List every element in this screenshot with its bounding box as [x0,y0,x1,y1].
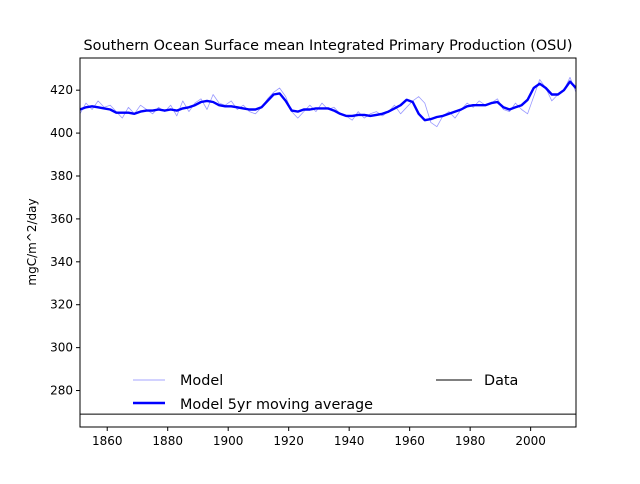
series-model-line [80,76,576,128]
y-tick-label: 360 [50,212,73,226]
x-tick-label: 1920 [273,434,304,448]
x-tick-label: 1980 [455,434,486,448]
y-axis-label: mgC/m^2/day [25,198,39,285]
series-layer [80,76,576,415]
legend-model-label: Model [180,373,223,389]
series-model-moving-average-line [80,80,576,122]
x-tick-label: 1860 [92,434,123,448]
y-tick-label: 320 [50,298,73,312]
y-tick-label: 420 [50,83,73,97]
x-tick-label: 1900 [213,434,244,448]
x-tick-label: 2000 [515,434,546,448]
legend-data-label: Data [484,373,518,389]
y-tick-label: 340 [50,255,73,269]
x-tick-label: 1960 [394,434,425,448]
x-axis: 1860 1880 1900 1920 1940 1960 1980 2000 [92,427,546,448]
y-axis: 280 300 320 340 360 380 400 420 [50,83,80,398]
legend: Model Model 5yr moving average Data [133,373,518,413]
y-tick-label: 380 [50,169,73,183]
legend-moving-average-label: Model 5yr moving average [180,397,373,413]
plot-frame [79,57,577,428]
y-tick-label: 400 [50,126,73,140]
y-tick-label: 280 [50,384,73,398]
x-tick-label: 1940 [334,434,365,448]
x-tick-label: 1880 [152,434,183,448]
chart-title: Southern Ocean Surface mean Integrated P… [84,38,573,54]
y-tick-label: 300 [50,341,73,355]
